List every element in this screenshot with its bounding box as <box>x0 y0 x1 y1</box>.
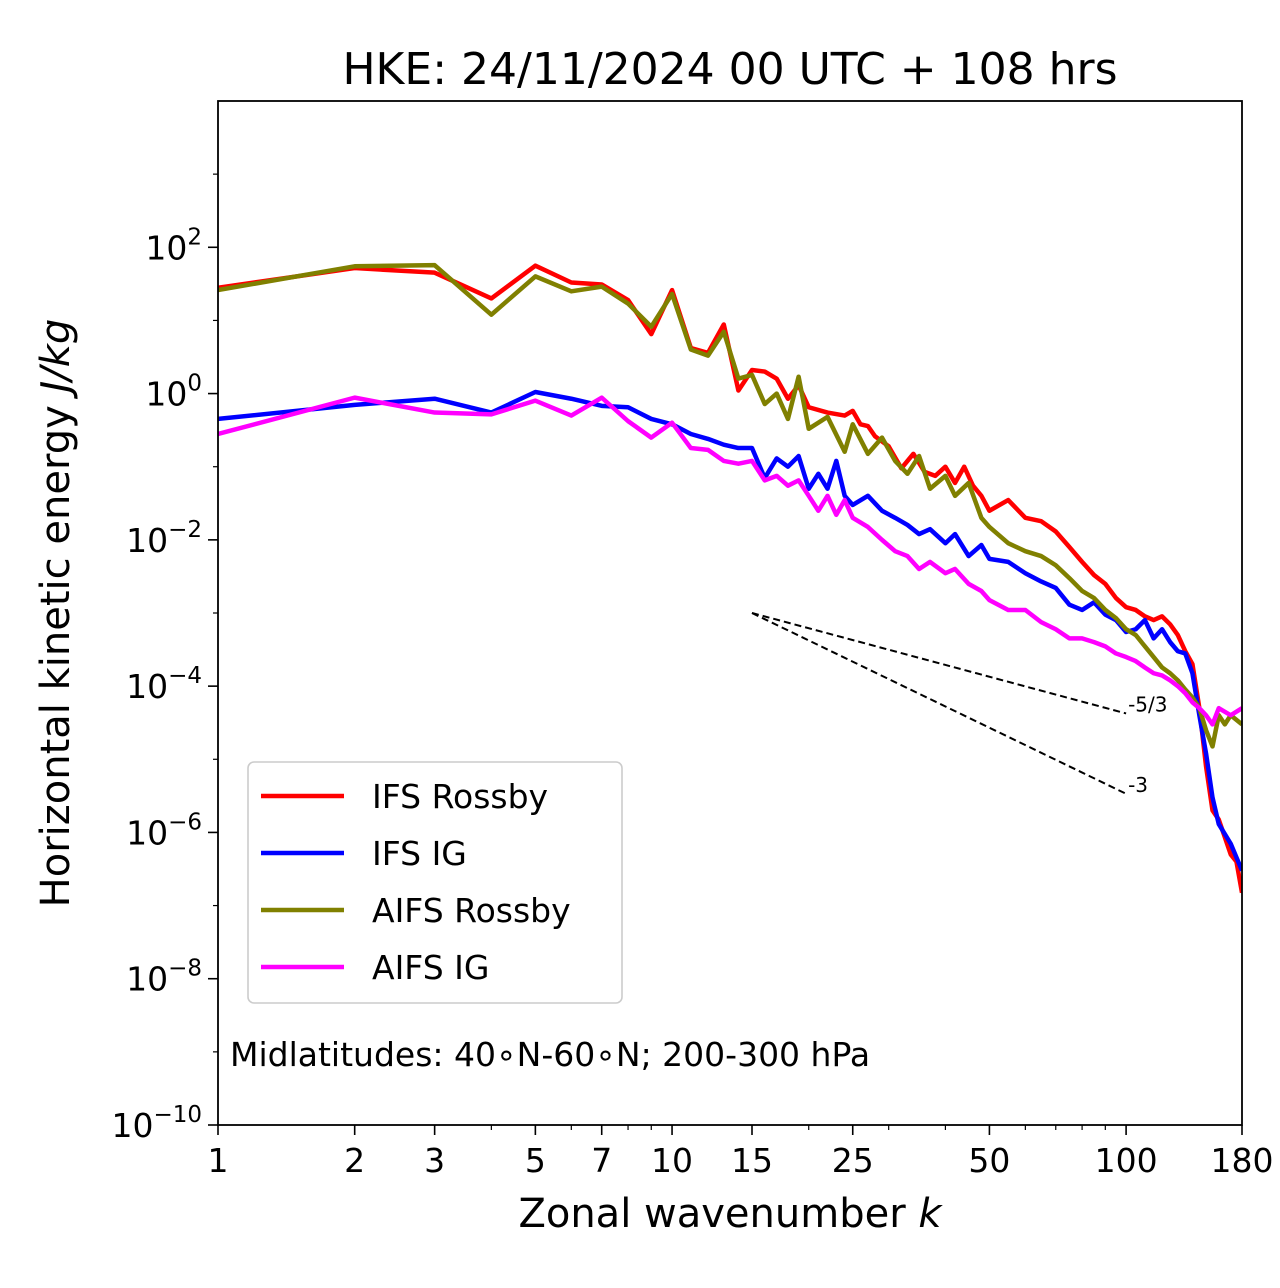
x-tick-label-8: 50 <box>968 1141 1010 1180</box>
y-tick-base: 10 <box>126 521 168 560</box>
y-tick-exponent: 2 <box>187 224 202 250</box>
legend-box <box>247 761 623 1004</box>
y-tick-label-3: 10−4 <box>126 663 202 706</box>
reference-line-0 <box>751 612 1127 715</box>
legend-label-1: IFS IG <box>372 834 467 873</box>
x-axis-label-text: Zonal wavenumber <box>518 1191 918 1237</box>
y-tick-base: 10 <box>145 228 187 267</box>
y-tick-base: 10 <box>126 813 168 852</box>
x-tick-label-10: 180 <box>1211 1141 1274 1180</box>
y-tick-label-0: 10−10 <box>111 1102 202 1145</box>
x-axis: 1 2 3 5 7 10 15 25 50 100 180 <box>208 1125 1274 1180</box>
x-tick-label-7: 25 <box>832 1141 874 1180</box>
y-tick-exponent: −8 <box>168 956 202 982</box>
x-tick-label-3: 5 <box>525 1141 546 1180</box>
x-tick-label-2: 3 <box>424 1141 445 1180</box>
reference-line-label-0: -5/3 <box>1128 692 1167 716</box>
legend-label-2: AIFS Rossby <box>372 891 571 930</box>
chart-title: HKE: 24/11/2024 00 UTC + 108 hrs <box>342 44 1117 95</box>
x-axis-label-var: k <box>918 1191 943 1237</box>
y-axis-label: Horizontal kinetic energy J/kg <box>33 319 79 908</box>
y-tick-base: 10 <box>111 1106 153 1145</box>
y-tick-base: 10 <box>126 960 168 999</box>
legend: IFS Rossby IFS IG AIFS Rossby AIFS IG <box>247 761 623 1004</box>
y-tick-exponent: −4 <box>168 663 202 689</box>
reference-line-label-1: -3 <box>1128 773 1148 797</box>
reference-line-1 <box>751 612 1127 795</box>
x-tick-label-5: 10 <box>651 1141 693 1180</box>
y-tick-exponent: −2 <box>168 517 202 543</box>
y-tick-label-6: 102 <box>145 224 202 267</box>
series-line-3 <box>218 395 1242 727</box>
plot-frame <box>217 100 1243 1126</box>
x-tick-label-9: 100 <box>1095 1141 1158 1180</box>
legend-label-3: AIFS IG <box>372 948 489 987</box>
series-line-2 <box>218 262 1242 749</box>
x-tick-label-6: 15 <box>731 1141 773 1180</box>
y-tick-base: 10 <box>126 667 168 706</box>
x-tick-label-1: 2 <box>344 1141 365 1180</box>
y-tick-exponent: −6 <box>168 809 202 835</box>
legend-label-0: IFS Rossby <box>372 777 548 816</box>
y-tick-label-2: 10−6 <box>126 809 202 852</box>
y-axis-label-unit: J/kg <box>33 319 79 400</box>
y-tick-exponent: −10 <box>153 1102 202 1128</box>
x-tick-label-4: 7 <box>591 1141 612 1180</box>
y-tick-base: 10 <box>145 375 187 414</box>
y-axis-label-text: Horizontal kinetic energy <box>33 393 79 908</box>
y-tick-label-4: 10−2 <box>126 517 202 560</box>
y-tick-exponent: 0 <box>187 371 202 397</box>
region-annotation: Midlatitudes: 40∘N-60∘N; 200-300 hPa <box>230 1035 870 1074</box>
x-axis-label: Zonal wavenumber k <box>518 1191 943 1237</box>
plot-area: -5/3 -3 <box>218 262 1242 894</box>
series-line-1 <box>218 389 1242 872</box>
x-tick-label-0: 1 <box>208 1141 229 1180</box>
y-tick-label-1: 10−8 <box>126 956 202 999</box>
y-tick-label-5: 100 <box>145 371 202 414</box>
